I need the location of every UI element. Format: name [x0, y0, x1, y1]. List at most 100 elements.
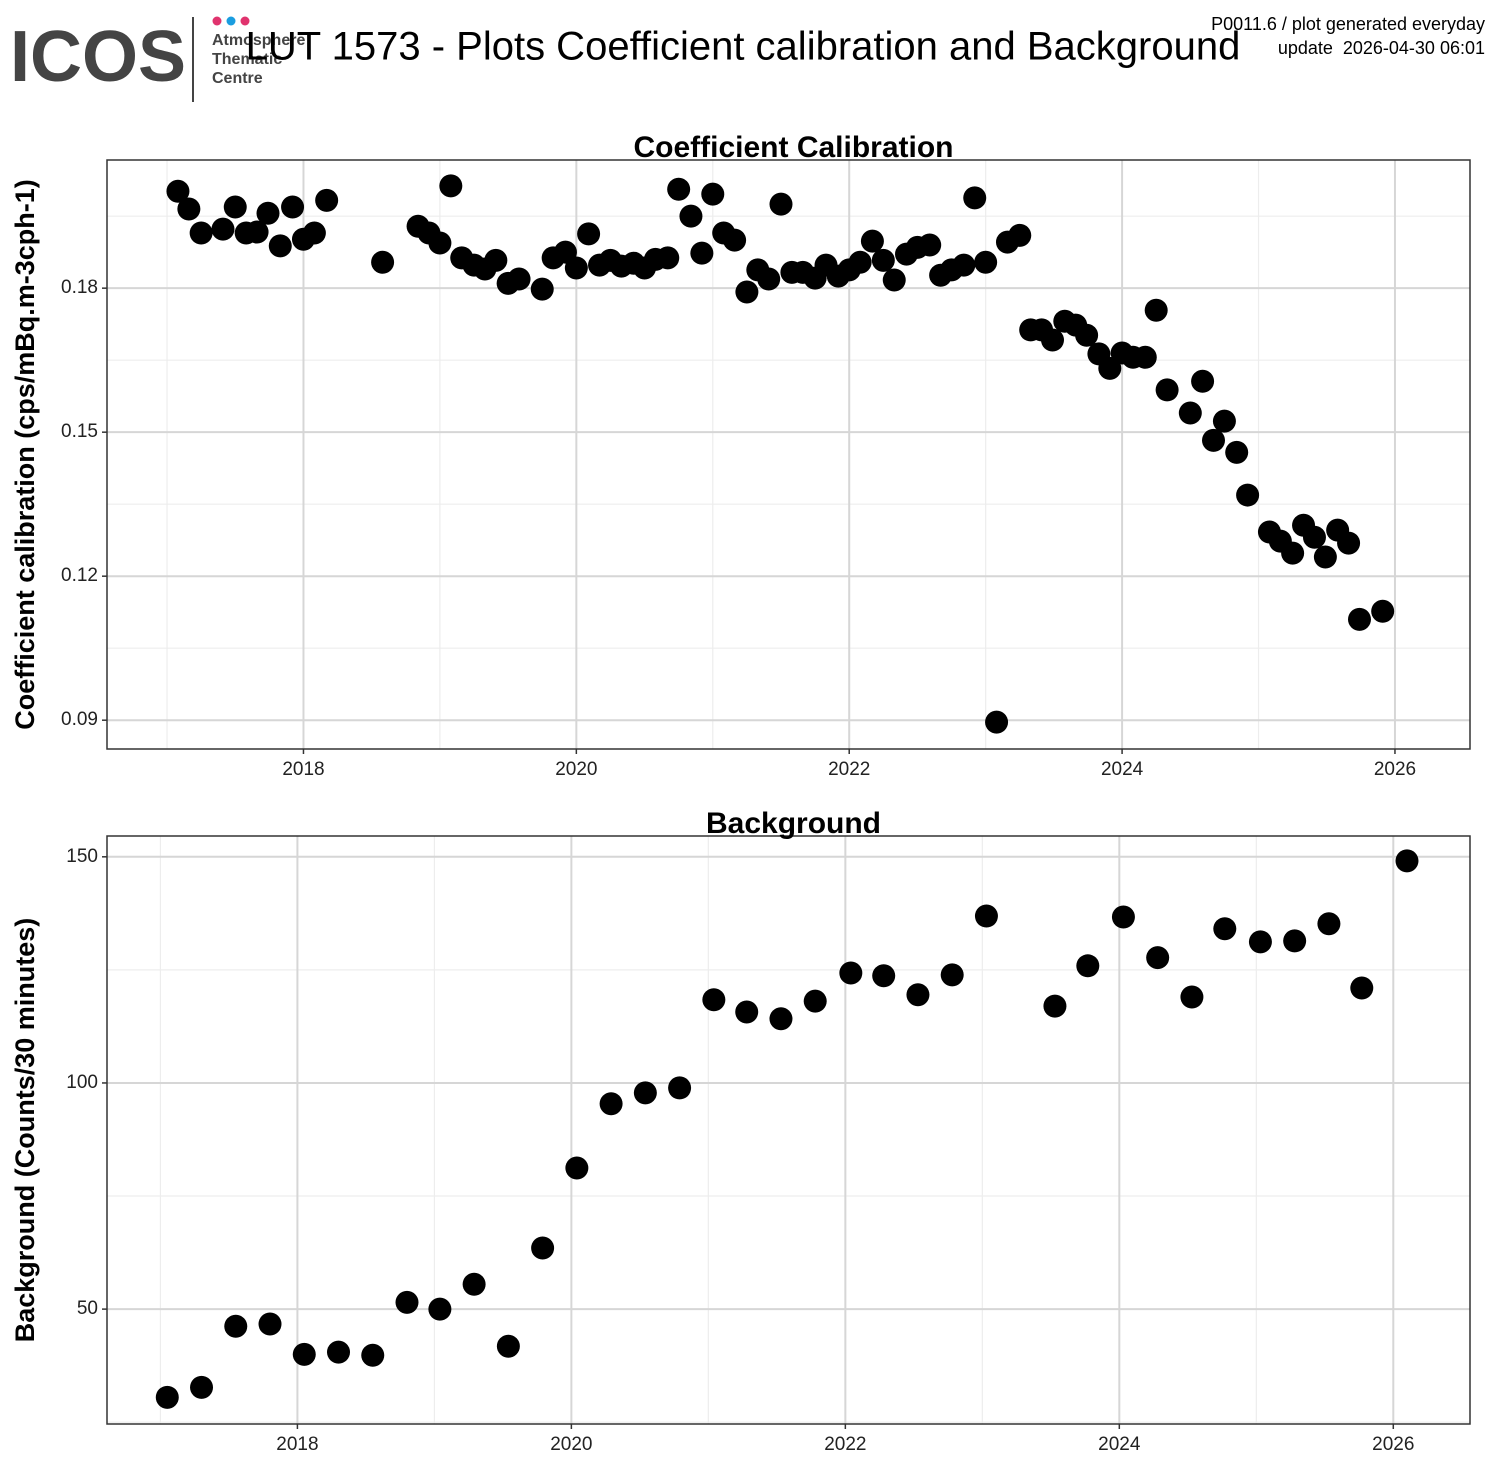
- point: [871, 248, 895, 272]
- point: [565, 1156, 589, 1180]
- point: [577, 222, 601, 246]
- point: [1337, 531, 1361, 555]
- point: [599, 1092, 623, 1116]
- logo-line: Atmosphere: [212, 32, 305, 49]
- point: [906, 983, 930, 1007]
- point: [1075, 323, 1099, 347]
- y-tick-label: 100: [66, 1072, 98, 1093]
- point: [361, 1343, 385, 1367]
- point: [211, 217, 235, 241]
- point: [1155, 378, 1179, 402]
- logo-dot: [212, 16, 222, 26]
- point: [701, 182, 725, 206]
- point: [1395, 849, 1419, 873]
- point: [1133, 345, 1157, 369]
- point: [1236, 483, 1260, 507]
- point: [667, 177, 691, 201]
- page-title: LUT 1573 - Plots Coefficient calibration…: [246, 25, 1241, 69]
- point: [1281, 541, 1305, 565]
- update: update 2026-04-30 06:01: [1278, 38, 1485, 58]
- point: [735, 1000, 759, 1024]
- chart-title: Coefficient Calibration: [633, 131, 953, 164]
- logo: ICOS: [10, 17, 186, 97]
- point: [1347, 607, 1371, 631]
- logo-dot: [240, 16, 250, 26]
- x-tick-label: 2024: [1101, 759, 1144, 780]
- x-tick-label: 2024: [1098, 1434, 1141, 1455]
- point: [803, 989, 827, 1013]
- y-tick-label: 0.12: [61, 565, 98, 586]
- point: [268, 234, 292, 258]
- point: [245, 220, 269, 244]
- note: P0011.6 / plot generated everyday: [1211, 14, 1485, 34]
- point: [656, 246, 680, 270]
- point: [256, 201, 280, 225]
- point: [985, 710, 1009, 734]
- point: [281, 195, 305, 219]
- point: [668, 1076, 692, 1100]
- point: [155, 1385, 179, 1409]
- point: [315, 188, 339, 212]
- x-tick-label: 2026: [1372, 1434, 1414, 1455]
- point: [1201, 428, 1225, 452]
- point: [258, 1312, 282, 1336]
- point: [1317, 912, 1341, 936]
- y-axis-label: Coefficient calibration (cps/mBq.m-3cph-…: [10, 179, 40, 730]
- y-tick-label: 150: [66, 846, 98, 867]
- point: [223, 195, 247, 219]
- point: [530, 277, 554, 301]
- point: [1098, 356, 1122, 380]
- point: [1191, 369, 1215, 393]
- y-tick-label: 0.18: [61, 277, 98, 298]
- point: [735, 280, 759, 304]
- point: [292, 1342, 316, 1366]
- point: [371, 250, 395, 274]
- point: [166, 179, 190, 203]
- panel-border: [106, 835, 1471, 1425]
- point: [1213, 917, 1237, 941]
- x-tick-label: 2020: [555, 759, 597, 780]
- point: [918, 233, 942, 257]
- point: [952, 253, 976, 277]
- point: [860, 229, 884, 253]
- point: [462, 1272, 486, 1296]
- point: [507, 267, 531, 291]
- x-tick-label: 2026: [1374, 759, 1416, 780]
- point: [327, 1340, 351, 1364]
- point: [757, 267, 781, 291]
- point: [1146, 946, 1170, 970]
- x-tick-label: 2022: [824, 1434, 866, 1455]
- point: [428, 1297, 452, 1321]
- point: [1144, 298, 1168, 322]
- point: [1371, 599, 1395, 623]
- point: [769, 1007, 793, 1031]
- point: [428, 231, 452, 255]
- point: [439, 174, 463, 198]
- point: [963, 186, 987, 210]
- point: [882, 268, 906, 292]
- point: [395, 1290, 419, 1314]
- point: [974, 250, 998, 274]
- chart-title: Background: [706, 807, 881, 840]
- point: [1248, 930, 1272, 954]
- point: [679, 204, 703, 228]
- point: [940, 963, 964, 987]
- x-tick-label: 2020: [550, 1434, 592, 1455]
- y-tick-label: 0.09: [61, 709, 98, 730]
- point: [1111, 905, 1135, 929]
- point: [1178, 401, 1202, 425]
- point: [189, 221, 213, 245]
- point: [1041, 328, 1065, 352]
- point: [872, 964, 896, 988]
- point: [1212, 409, 1236, 433]
- x-tick-label: 2018: [282, 759, 324, 780]
- point: [690, 241, 714, 265]
- y-tick-label: 50: [77, 1298, 98, 1319]
- point: [633, 1081, 657, 1105]
- point: [1008, 223, 1032, 247]
- point: [190, 1375, 214, 1399]
- point: [496, 1334, 520, 1358]
- x-tick-label: 2018: [276, 1434, 318, 1455]
- point: [1180, 985, 1204, 1009]
